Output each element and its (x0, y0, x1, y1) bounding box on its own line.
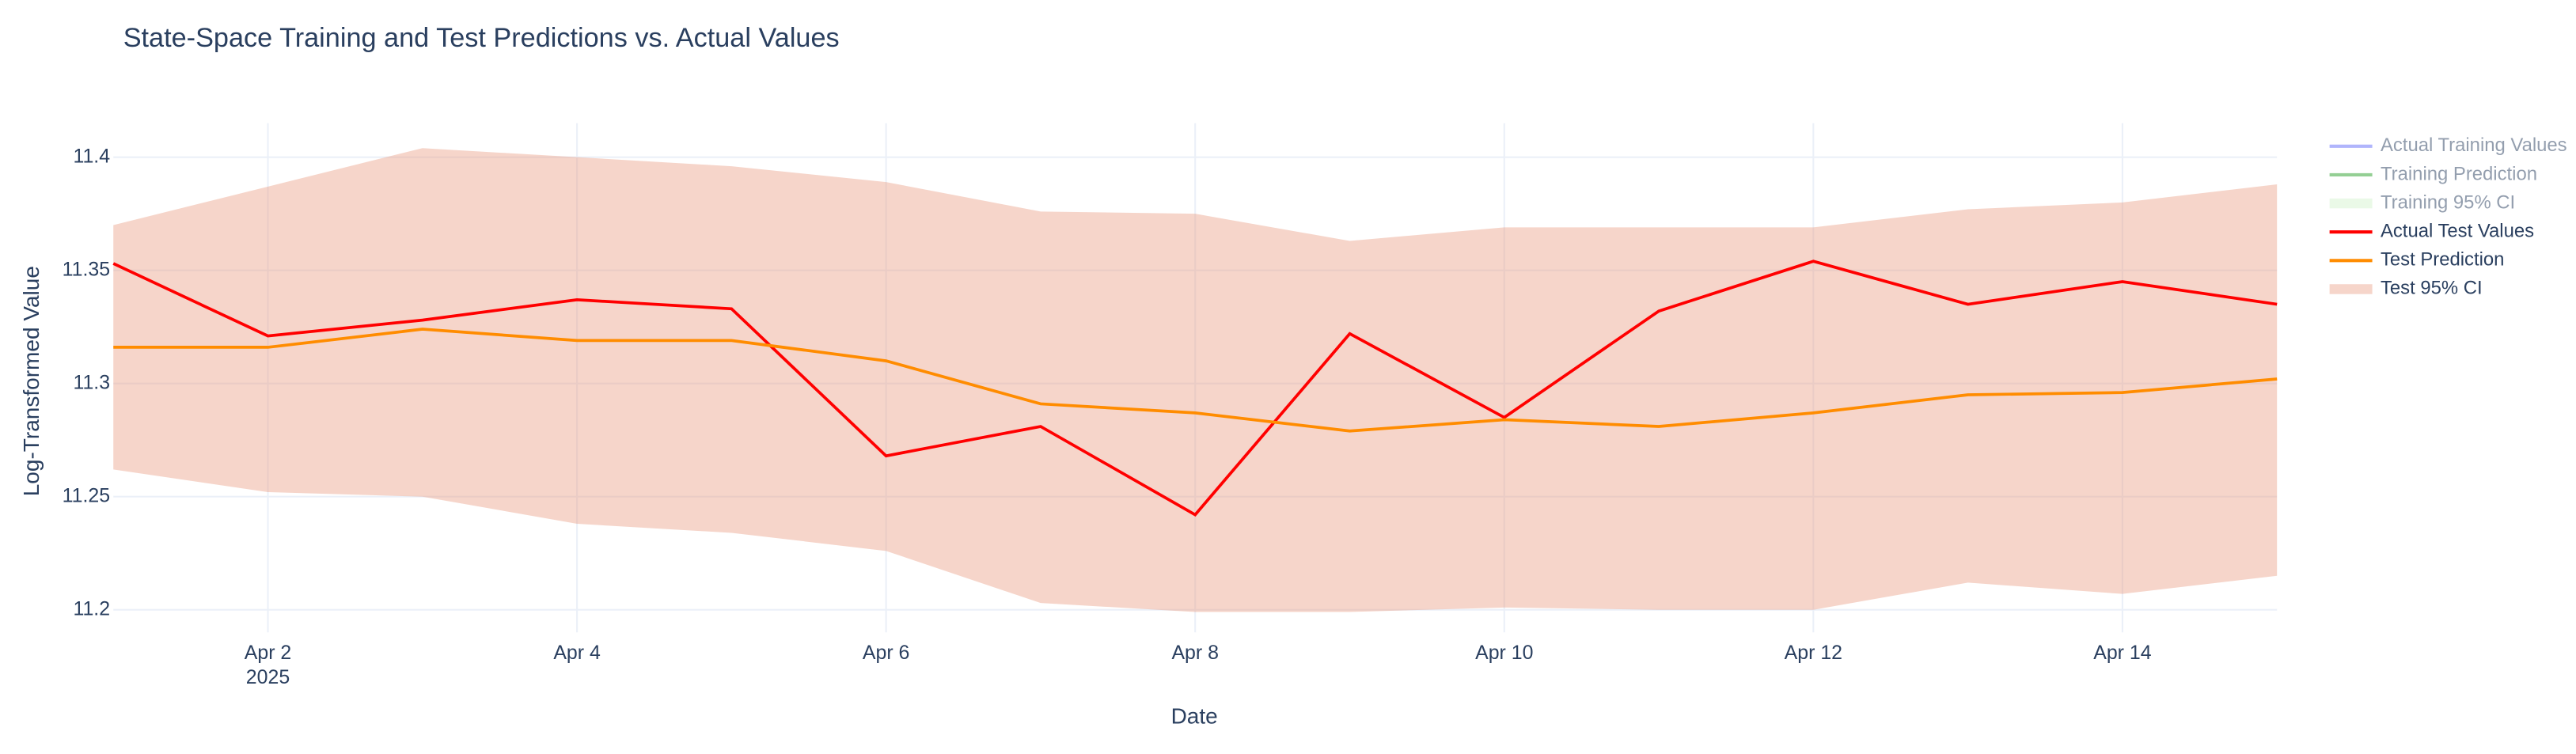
x-tick-label: Apr 12 (1785, 642, 1842, 664)
x-tick-label: Apr 14 (2093, 642, 2152, 664)
legend-label: Training 95% CI (2381, 191, 2515, 213)
x-axis-label: Date (1171, 704, 1218, 729)
legend-swatch (2329, 284, 2373, 294)
chart-title: State-Space Training and Test Prediction… (123, 23, 840, 53)
y-tick-label: 11.3 (73, 371, 110, 393)
x-tick-label: Apr 4 (553, 642, 601, 664)
legend-item: Actual Training Values (2329, 135, 2567, 156)
y-axis-label: Log-Transformed Value (19, 266, 44, 496)
y-tick-label: 11.35 (63, 258, 110, 280)
x-year-label: 2025 (246, 666, 290, 688)
confidence-band (113, 148, 2278, 612)
series-line (112, 260, 2278, 517)
legend-item: Test 95% CI (2329, 278, 2483, 299)
legend-label: Training Prediction (2381, 163, 2537, 184)
legend-item: Test Prediction (2329, 249, 2504, 271)
legend-label: Test Prediction (2381, 249, 2504, 271)
y-tick-label: 11.4 (73, 145, 110, 167)
grid (113, 123, 2278, 633)
y-tick-label: 11.2 (73, 597, 110, 619)
series-line (113, 328, 2278, 433)
legend-item: Training Prediction (2329, 163, 2537, 184)
x-tick-label: Apr 8 (1171, 642, 1219, 664)
y-tick-label: 11.25 (63, 484, 110, 506)
x-tick-label: Apr 2 (245, 642, 292, 664)
legend-item: Training 95% CI (2329, 191, 2515, 213)
legend-item: Actual Test Values (2329, 221, 2534, 242)
legend-label: Actual Training Values (2381, 135, 2567, 156)
x-tick-label: Apr 6 (863, 642, 910, 664)
legend-label: Actual Test Values (2381, 221, 2534, 242)
x-tick-label: Apr 10 (1475, 642, 1533, 664)
legend-label: Test 95% CI (2381, 278, 2483, 299)
legend-swatch (2329, 198, 2373, 209)
